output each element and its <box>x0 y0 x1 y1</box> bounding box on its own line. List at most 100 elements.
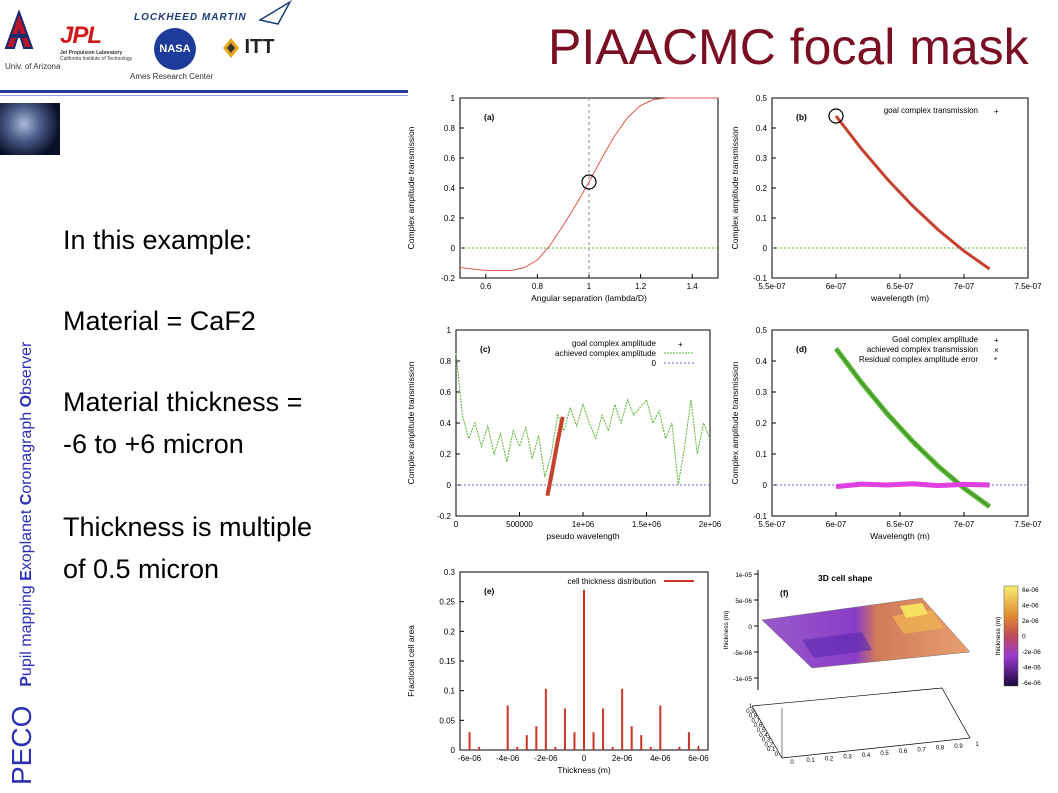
y-tick-label: 0.2 <box>444 214 456 223</box>
x-tick-label: 7.5e-07 <box>1014 282 1042 291</box>
legend-label: Residual complex amplitude error <box>859 355 979 364</box>
colorbar-tick-label: -4e-06 <box>1022 665 1041 672</box>
x-tick-label: 0.8 <box>936 746 945 752</box>
bar <box>554 747 557 750</box>
highlight-circle <box>581 174 597 190</box>
header-rule-thin <box>0 95 408 96</box>
y-tick-label: 0.4 <box>444 184 456 193</box>
bar <box>535 726 538 750</box>
y-tick-label: 0.3 <box>444 568 456 577</box>
series-achieved <box>455 353 711 486</box>
x-tick-label: 2e+06 <box>699 520 722 529</box>
y-tick-label: 0.2 <box>444 627 456 636</box>
bar <box>573 732 576 750</box>
z-tick-label: -5e-06 <box>733 650 752 657</box>
y-tick-label: 0 <box>763 244 768 253</box>
surface <box>761 597 971 669</box>
x-tick-label: 0 <box>790 760 794 766</box>
x-tick-label: 4e-06 <box>650 754 671 763</box>
series-line <box>459 97 718 271</box>
x-tick-label: 7e-07 <box>954 282 975 291</box>
x-tick-label: 6e-06 <box>688 754 709 763</box>
x-tick-label: 1 <box>587 282 592 291</box>
bar <box>697 747 700 750</box>
jpl-logo: JPL Jet Propulsion Laboratory California… <box>60 22 133 62</box>
y-axis-label: Complex amplitude transmission <box>406 126 416 249</box>
legend-label: cell thickness distribution <box>568 577 656 586</box>
y-tick-label: 0.3 <box>756 388 768 397</box>
x-tick-label: 7.5e-07 <box>1014 520 1042 529</box>
bar <box>506 705 509 750</box>
y-tick-label: 0 <box>451 746 456 755</box>
y-axis-label: Complex amplitude transmission <box>730 126 740 249</box>
y-tick-label: 0.8 <box>440 357 452 366</box>
x-tick-label: 5.5e-07 <box>758 520 786 529</box>
x-tick-label: 6e-07 <box>826 520 847 529</box>
y-tick-label: 0.4 <box>756 357 768 366</box>
x-tick-label: 0.9 <box>954 744 963 750</box>
chart-panel-b: 5.5e-07 6e-07 6.5e-07 7e-07 7.5e-07 -0.1 0 0.1 0… <box>730 94 1042 303</box>
arizona-logo <box>4 9 34 50</box>
legend-marker: × <box>994 346 999 355</box>
legend-label: achieved complex transmission <box>867 345 978 354</box>
panel-letter: (b) <box>796 112 807 122</box>
y-tick-label: 0.1 <box>756 214 768 223</box>
series-goal <box>835 348 990 508</box>
x-tick-label: 7e-07 <box>954 520 975 529</box>
bar <box>516 747 519 750</box>
colorbar-tick-label: 0 <box>1022 634 1026 641</box>
surface-title: 3D cell shape <box>818 573 873 583</box>
y-tick-label: 0.05 <box>439 716 455 725</box>
z-tick-label: 5e-06 <box>735 598 752 605</box>
y-tick-label: 0.5 <box>756 94 768 103</box>
base-box <box>751 687 971 759</box>
x-tick-label: 0 <box>582 754 587 763</box>
series-residual <box>835 481 990 490</box>
y-tick-label: 0.2 <box>756 419 768 428</box>
x-axis-label: pseudo wavelength <box>546 531 620 541</box>
x-tick-label: 1.2 <box>635 282 647 291</box>
panel-letter: (f) <box>780 588 789 598</box>
y-tick-label: -0.1 <box>753 512 767 521</box>
highlight-circle <box>828 108 844 124</box>
x-tick-label: 0.2 <box>825 756 834 762</box>
nasa-logo: NASA <box>154 28 196 70</box>
body-line-6: of 0.5 micron <box>63 554 220 584</box>
z-tick-label: 0 <box>748 624 752 631</box>
panel-letter: (a) <box>484 112 495 122</box>
chart-panel-d: 5.5e-07 6e-07 6.5e-07 7e-07 7.5e-07 -0.1 0 0.1 0… <box>730 326 1042 541</box>
y-tick-label: 0 <box>447 481 452 490</box>
x-tick-label: -4e-06 <box>496 754 520 763</box>
x-tick-label: 0.5 <box>880 751 889 757</box>
y-tick-label: 0.4 <box>759 733 768 739</box>
y-tick-label: 0.6 <box>754 723 763 729</box>
plot-frame <box>771 97 1029 279</box>
y-tick-label: 0.3 <box>762 738 771 744</box>
x-tick-label: 0.6 <box>899 749 908 755</box>
body-line-3: Material thickness = <box>63 387 303 417</box>
panel-letter: (d) <box>796 344 807 354</box>
y-tick-label: 0.25 <box>439 598 455 607</box>
y-tick-label: 0 <box>763 481 768 490</box>
y-tick-label: 0.1 <box>756 450 768 459</box>
body-line-1: In this example: <box>63 225 253 255</box>
colorbar-tick-label: 4e-06 <box>1022 603 1039 610</box>
colorbar-tick-label: 2e-06 <box>1022 618 1039 625</box>
y-axis-label: Complex amplitude transmission <box>406 361 416 484</box>
body-line-5: Thickness is multiple <box>63 512 313 542</box>
colorbar-tick-label: -6e-06 <box>1022 680 1041 687</box>
y-tick-label: 0.3 <box>756 154 768 163</box>
x-tick-label: 5.5e-07 <box>758 282 786 291</box>
body-line-4: -6 to +6 micron <box>63 429 244 459</box>
z-tick-label: -1e-05 <box>733 676 752 683</box>
y-tick-label: -0.1 <box>753 274 767 283</box>
y-tick-label: 0.1 <box>767 747 776 753</box>
y-tick-label: 0.6 <box>444 154 456 163</box>
surface-pit <box>802 632 872 658</box>
x-tick-label: -2e-06 <box>534 754 558 763</box>
y-tick-label: -0.2 <box>441 274 455 283</box>
bar <box>468 732 471 750</box>
chart-panel-e: -6e-06 -4e-06 -2e-06 0 2e-06 4e-06 6e-06 0 0.05 0… <box>406 568 709 775</box>
page-title: PIAACMC focal mask <box>548 19 1029 75</box>
bar <box>621 688 624 750</box>
